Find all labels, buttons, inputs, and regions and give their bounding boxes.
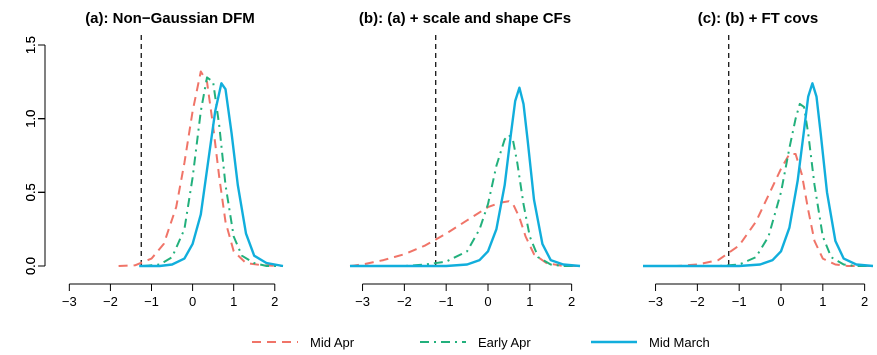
series-line-mid-march [139, 82, 284, 268]
y-tick-label: 0.0 [23, 257, 38, 275]
legend-label: Mid Apr [310, 335, 355, 350]
panel-1: (a): Non−Gaussian DFM −3 −2 −1 0 1 2 0.0 0.5 1.0 1… [23, 10, 284, 309]
y-tick-label: 0.5 [23, 183, 38, 201]
x-tick-label: −2 [103, 294, 118, 309]
series-line-mid-march [643, 82, 874, 268]
x-tick-label: 2 [568, 294, 575, 309]
panel-2: (b): (a) + scale and shape CFs −3 −2 −1 0 1 2 0… [23, 10, 581, 309]
y-tick-label: 1.0 [23, 110, 38, 128]
x-tick-label: −2 [397, 294, 412, 309]
y-tick-label: 1.5 [23, 36, 38, 54]
series-line-mid-apr [643, 153, 873, 267]
y-tick-label: 1.0 [23, 110, 38, 128]
y-tick-label: 0.5 [23, 183, 38, 201]
x-tick-label: 0 [189, 294, 196, 309]
legend-label: Early Apr [478, 335, 531, 350]
y-tick-label: 0.0 [23, 257, 38, 275]
panel-3: (c): (b) + FT covs −3 −2 −1 0 1 2 0.0 0.5 1.0 1.5 [23, 10, 874, 309]
legend: Mid Apr Early Apr Mid March [252, 335, 710, 350]
x-tick-label: 1 [819, 294, 826, 309]
panel-title: (a): Non−Gaussian DFM [85, 10, 255, 27]
panel-title: (b): (a) + scale and shape CFs [359, 10, 571, 27]
y-tick-label: 1.0 [23, 110, 38, 128]
y-tick-label: 0.0 [23, 257, 38, 275]
series-line-mid-march [350, 86, 581, 268]
series-line-early-apr [643, 102, 873, 267]
series-line-early-apr [350, 133, 580, 267]
x-tick-label: 0 [484, 294, 491, 309]
x-tick-label: −3 [648, 294, 663, 309]
x-tick-label: 1 [526, 294, 533, 309]
series-line-mid-apr [118, 70, 284, 267]
x-tick-label: −1 [439, 294, 454, 309]
y-tick-label: 1.5 [23, 36, 38, 54]
x-tick-label: −1 [732, 294, 747, 309]
y-tick-label: 1.5 [23, 36, 38, 54]
panel-title: (c): (b) + FT covs [698, 10, 818, 27]
x-tick-label: −1 [144, 294, 159, 309]
y-tick-label: 0.5 [23, 183, 38, 201]
x-tick-label: 0 [777, 294, 784, 309]
series-line-early-apr [143, 76, 283, 267]
x-tick-label: −3 [355, 294, 370, 309]
x-tick-label: 2 [861, 294, 868, 309]
series-line-mid-apr [349, 200, 580, 267]
x-tick-label: −2 [690, 294, 705, 309]
x-tick-label: 2 [271, 294, 278, 309]
x-tick-label: −3 [62, 294, 77, 309]
x-tick-label: 1 [230, 294, 237, 309]
legend-label: Mid March [649, 335, 710, 350]
